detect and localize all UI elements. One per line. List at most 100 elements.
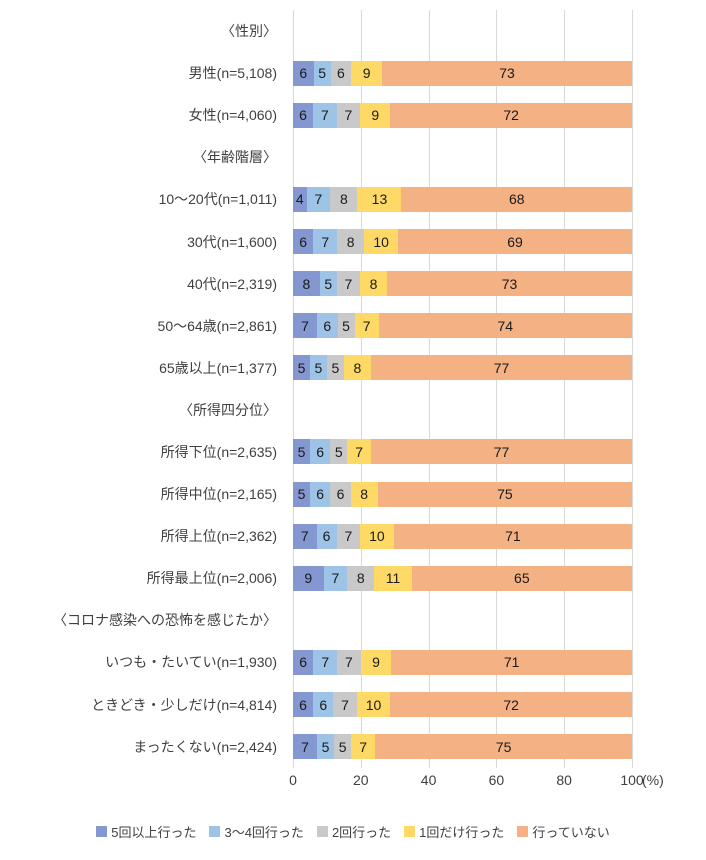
bar-track: 5 5 5 8 77: [293, 355, 633, 381]
seg-1-time: 8: [360, 271, 387, 297]
seg-2-times: 7: [336, 271, 361, 297]
seg-2-times: 8: [347, 565, 375, 591]
seg-5plus-times: 7: [293, 313, 317, 339]
bar-track: 7 6 7 10 71: [293, 523, 633, 549]
legend-label: 1回だけ行った: [419, 825, 505, 840]
seg-5plus-times: 8: [293, 271, 320, 297]
seg-3to4-times: 6: [316, 523, 337, 549]
category-label: 30代(n=1,600): [187, 233, 277, 250]
seg-none: 65: [411, 565, 633, 591]
section-header-row: 〈性別〉: [0, 10, 632, 52]
bar-track: 6 7 8 10 69: [293, 229, 633, 255]
bar-track: 5 6 6 8 75: [293, 481, 633, 507]
legend-swatch-icon: [209, 826, 221, 837]
bar-track: 6 6 7 10 72: [293, 692, 632, 718]
category-row: 10〜20代(n=1,011) 4 7 8 13 68: [0, 178, 632, 220]
seg-2-times: 5: [334, 734, 352, 760]
x-tick-label-80: 80: [556, 772, 572, 788]
rows: 〈性別〉 男性(n=5,108) 6 5 6 9 73 女性(n=4,060) 6 7 7 9 72 〈年…: [0, 10, 633, 768]
section-header-label: 〈所得四分位〉: [179, 401, 277, 418]
seg-5plus-times: 6: [293, 692, 314, 718]
seg-none: 69: [398, 229, 633, 255]
seg-none: 75: [375, 734, 632, 760]
seg-none: 72: [390, 692, 632, 718]
bar-track: 7 5 5 7 75: [293, 734, 632, 760]
legend: 5回以上行った 3〜4回行った 2回行った 1回だけ行った 行っていない: [0, 822, 706, 841]
section-header-label: 〈コロナ感染への恐怖を感じたか〉: [53, 612, 277, 629]
legend-label: 3〜4回行った: [224, 825, 304, 840]
seg-2-times: 7: [336, 102, 361, 128]
seg-3to4-times: 7: [313, 229, 338, 255]
section-header-row: 〈コロナ感染への恐怖を感じたか〉: [0, 599, 632, 641]
seg-5plus-times: 6: [293, 649, 314, 675]
seg-5plus-times: 5: [293, 355, 310, 381]
legend-item: 行っていない: [517, 822, 610, 841]
x-tick-label-0: 0: [289, 772, 297, 788]
seg-1-time: 9: [351, 60, 383, 86]
seg-1-time: 7: [351, 734, 376, 760]
seg-3to4-times: 5: [309, 355, 327, 381]
category-label: 所得最上位(n=2,006): [146, 570, 277, 587]
seg-5plus-times: 6: [293, 60, 314, 86]
category-row: 所得中位(n=2,165) 5 6 6 8 75: [0, 473, 633, 515]
category-label: 10〜20代(n=1,011): [158, 191, 277, 208]
x-tick-label-20: 20: [353, 772, 369, 788]
bar-track: 5 6 5 7 77: [293, 439, 633, 465]
category-label: ときどき・少しだけ(n=4,814): [91, 696, 277, 713]
category-label: 女性(n=4,060): [188, 107, 277, 124]
seg-3to4-times: 7: [313, 649, 338, 675]
seg-1-time: 9: [360, 102, 391, 128]
seg-2-times: 6: [330, 60, 352, 86]
seg-5plus-times: 6: [293, 229, 314, 255]
category-label: 所得中位(n=2,165): [160, 486, 277, 503]
seg-2-times: 7: [337, 649, 361, 675]
seg-none: 71: [391, 649, 633, 675]
seg-3to4-times: 7: [323, 565, 348, 591]
seg-2-times: 7: [336, 523, 361, 549]
category-row: 所得下位(n=2,635) 5 6 5 7 77: [0, 431, 633, 473]
legend-label: 5回以上行った: [111, 825, 197, 840]
seg-3to4-times: 6: [316, 313, 338, 339]
seg-1-time: 7: [347, 439, 371, 465]
bar-track: 9 7 8 11 65: [293, 565, 633, 591]
legend-swatch-icon: [517, 826, 529, 837]
seg-3to4-times: 6: [309, 439, 331, 465]
category-row: 所得上位(n=2,362) 7 6 7 10 71: [0, 515, 633, 557]
seg-3to4-times: 7: [313, 102, 337, 128]
x-tick-label-100: 100: [620, 772, 644, 788]
category-label: 男性(n=5,108): [188, 65, 277, 82]
seg-none: 73: [382, 60, 632, 86]
seg-1-time: 7: [354, 313, 379, 339]
legend-label: 行っていない: [532, 825, 610, 840]
seg-1-time: 11: [374, 565, 412, 591]
bar-track: 6 5 6 9 73: [293, 60, 632, 86]
category-label: いつも・たいてい(n=1,930): [105, 654, 277, 671]
seg-none: 74: [378, 313, 632, 339]
category-row: 50〜64歳(n=2,861) 7 6 5 7 74: [0, 305, 632, 347]
seg-3to4-times: 6: [313, 692, 334, 718]
category-label: 所得下位(n=2,635): [160, 443, 277, 460]
bar-track: 6 7 7 9 71: [293, 649, 633, 675]
seg-5plus-times: 5: [293, 439, 310, 465]
bar-track: 8 5 7 8 73: [293, 271, 632, 297]
seg-2-times: 8: [337, 229, 365, 255]
seg-3to4-times: 5: [313, 60, 331, 86]
legend-swatch-icon: [96, 826, 108, 837]
seg-1-time: 13: [357, 186, 402, 212]
seg-2-times: 8: [330, 186, 358, 212]
category-label: 40代(n=2,319): [187, 275, 277, 292]
category-row: いつも・たいてい(n=1,930) 6 7 7 9 71: [0, 641, 633, 683]
seg-2-times: 5: [330, 439, 348, 465]
seg-3to4-times: 5: [319, 271, 337, 297]
category-row: 65歳以上(n=1,377) 5 5 5 8 77: [0, 347, 633, 389]
seg-5plus-times: 7: [293, 523, 317, 549]
seg-5plus-times: 6: [293, 102, 314, 128]
seg-2-times: 7: [333, 692, 357, 718]
bar-track: 7 6 5 7 74: [293, 313, 632, 339]
seg-2-times: 5: [326, 355, 344, 381]
category-label: 所得上位(n=2,362): [160, 528, 277, 545]
x-axis-unit-label: (%): [642, 772, 664, 788]
seg-none: 72: [390, 102, 632, 128]
section-header-label: 〈年齢階層〉: [193, 149, 277, 166]
